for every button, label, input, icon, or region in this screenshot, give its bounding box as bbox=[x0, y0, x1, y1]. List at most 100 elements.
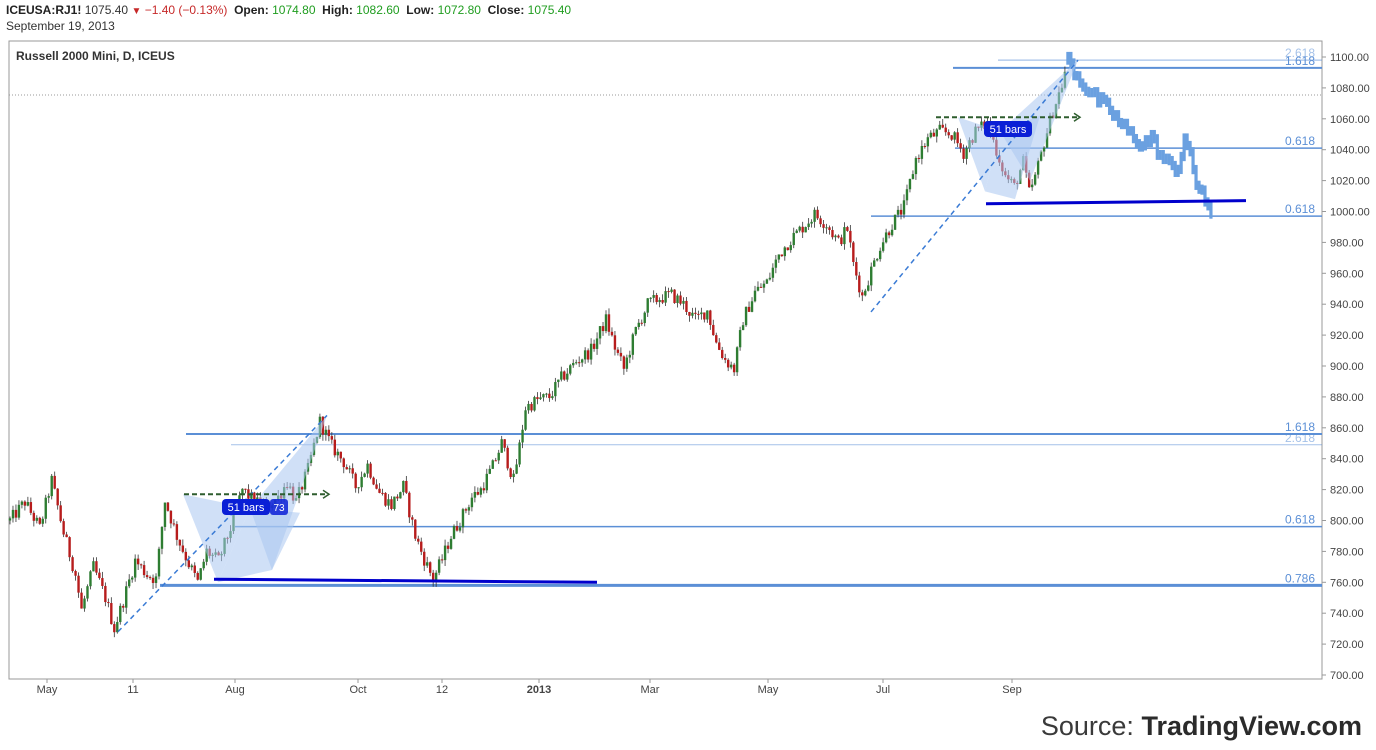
candle-body bbox=[729, 364, 733, 368]
candle-body bbox=[572, 362, 575, 366]
projected-bar bbox=[1188, 140, 1192, 157]
candle-body bbox=[631, 334, 635, 355]
candle-body bbox=[521, 429, 524, 443]
y-tick-label: 700.00 bbox=[1330, 670, 1364, 682]
candle-body bbox=[29, 502, 33, 513]
candle-body bbox=[709, 310, 712, 325]
candle-body bbox=[962, 148, 965, 159]
candle-body bbox=[148, 577, 152, 579]
candle-body bbox=[896, 209, 900, 215]
y-tick-label: 780.00 bbox=[1330, 546, 1364, 558]
candle-body bbox=[142, 565, 146, 576]
fib-level-label: 1.618 bbox=[1285, 54, 1315, 68]
x-tick-label: Oct bbox=[349, 684, 366, 696]
y-tick-label: 1020.00 bbox=[1330, 176, 1370, 188]
candle-body bbox=[482, 488, 486, 491]
low-value: 1072.80 bbox=[437, 3, 481, 17]
candle-body bbox=[926, 137, 930, 147]
candle-body bbox=[595, 338, 599, 349]
candle-body bbox=[527, 403, 530, 411]
candle-body bbox=[357, 487, 360, 489]
candle-body bbox=[646, 298, 649, 313]
candle-body bbox=[548, 393, 551, 399]
projected-bar bbox=[1125, 118, 1130, 136]
candle-body bbox=[59, 505, 62, 522]
candle-body bbox=[187, 560, 190, 568]
projected-bar bbox=[1170, 155, 1174, 171]
candle-body bbox=[682, 300, 685, 304]
projected-bar bbox=[1158, 149, 1162, 160]
x-tick-label: May bbox=[37, 684, 58, 696]
candle-body bbox=[41, 518, 44, 524]
candle-body bbox=[23, 501, 27, 506]
candle-body bbox=[956, 132, 959, 144]
candle-body bbox=[530, 403, 533, 411]
price-chart[interactable]: 2.6181.6180.6180.6181.6182.6180.6180.786… bbox=[0, 0, 1376, 720]
candle-body bbox=[151, 577, 155, 583]
candle-body bbox=[789, 245, 792, 251]
dashed-trendline-right bbox=[870, 59, 1079, 313]
projected-bar bbox=[1137, 139, 1142, 152]
candle-body bbox=[1030, 184, 1034, 188]
candle-body bbox=[566, 373, 569, 380]
candle-body bbox=[697, 313, 700, 315]
x-tick-label: Sep bbox=[1002, 684, 1022, 696]
close-label: Close: bbox=[487, 3, 525, 17]
annotations-layer: 51 bars 73 51 bars bbox=[117, 59, 1247, 633]
candle-body bbox=[497, 452, 500, 461]
candle-body bbox=[11, 509, 15, 519]
candle-body bbox=[17, 504, 21, 518]
projected-bar bbox=[1122, 118, 1127, 130]
candle-body bbox=[664, 291, 667, 303]
candle-body bbox=[577, 362, 581, 364]
neckline-left bbox=[213, 577, 598, 584]
y-tick-label: 860.00 bbox=[1330, 423, 1364, 435]
y-tick-label: 1000.00 bbox=[1330, 207, 1370, 219]
x-tick-label: May bbox=[758, 684, 779, 696]
candle-body bbox=[533, 397, 536, 411]
symbol-name[interactable]: ICEUSA:RJ1! bbox=[6, 3, 82, 17]
candle-body bbox=[426, 562, 429, 566]
candle-body bbox=[735, 347, 739, 373]
x-tick-label: Mar bbox=[641, 684, 660, 696]
y-tick-label: 760.00 bbox=[1330, 577, 1364, 589]
candle-body bbox=[506, 447, 509, 469]
candle-body bbox=[855, 262, 858, 276]
candle-body bbox=[390, 499, 393, 509]
candle-body bbox=[610, 331, 614, 336]
candle-body bbox=[712, 324, 715, 336]
close-value: 1075.40 bbox=[527, 3, 572, 17]
candle-body bbox=[884, 232, 888, 243]
y-tick-label: 960.00 bbox=[1330, 268, 1364, 280]
candle-body bbox=[810, 221, 813, 224]
candle-body bbox=[622, 356, 626, 369]
candle-body bbox=[434, 572, 438, 582]
projected-bar bbox=[1069, 51, 1073, 68]
candle-body bbox=[780, 254, 784, 257]
candle-body bbox=[715, 335, 718, 343]
candle-body bbox=[175, 524, 179, 540]
candle-body bbox=[563, 371, 566, 380]
candle-body bbox=[804, 227, 807, 233]
projected-bar bbox=[1105, 94, 1109, 107]
candle-body bbox=[139, 564, 143, 566]
candle-body bbox=[965, 148, 968, 159]
candle-body bbox=[819, 218, 822, 225]
projected-bar bbox=[1087, 86, 1091, 98]
projected-bar bbox=[1140, 141, 1144, 152]
candle-body bbox=[1042, 147, 1046, 152]
y-tick-label: 920.00 bbox=[1330, 330, 1364, 342]
y-tick-label: 980.00 bbox=[1330, 237, 1364, 249]
high-value: 1082.60 bbox=[356, 3, 400, 17]
projected-bar bbox=[1200, 184, 1204, 195]
plot-frame bbox=[8, 40, 1323, 680]
candle-body bbox=[166, 502, 170, 511]
candle-body bbox=[125, 586, 128, 608]
candle-body bbox=[172, 523, 176, 525]
candle-body bbox=[1045, 133, 1049, 148]
candle-body bbox=[190, 565, 193, 568]
candle-body bbox=[852, 242, 855, 263]
candle-body bbox=[360, 476, 363, 488]
candle-body bbox=[458, 527, 462, 531]
candle-body bbox=[878, 250, 882, 260]
